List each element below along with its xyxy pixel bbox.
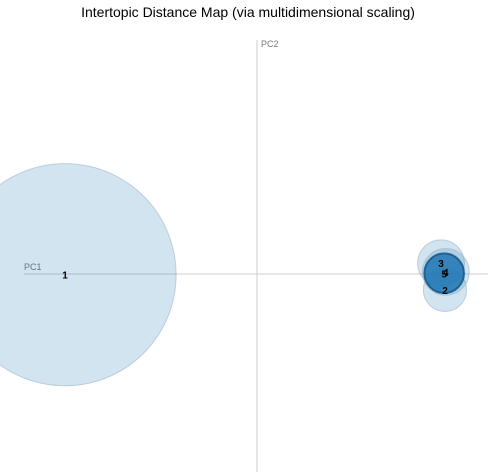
topic-label-2[interactable]: 2 [442, 286, 448, 297]
topic-label-1[interactable]: 1 [62, 271, 68, 282]
topic-label-4[interactable]: 4 [443, 268, 449, 279]
x-axis-label: PC1 [24, 262, 42, 272]
topic-label-3[interactable]: 3 [438, 259, 444, 270]
topic-labels: 1 2 345 [62, 259, 449, 297]
topic-circle-5[interactable] [423, 252, 465, 295]
topic-circles [0, 163, 470, 387]
topic-label-5[interactable]: 5 [441, 269, 447, 280]
chart-title: Intertopic Distance Map (via multidimens… [81, 4, 415, 20]
y-axis-label: PC2 [261, 39, 279, 49]
topic-circle-1[interactable] [0, 163, 177, 387]
